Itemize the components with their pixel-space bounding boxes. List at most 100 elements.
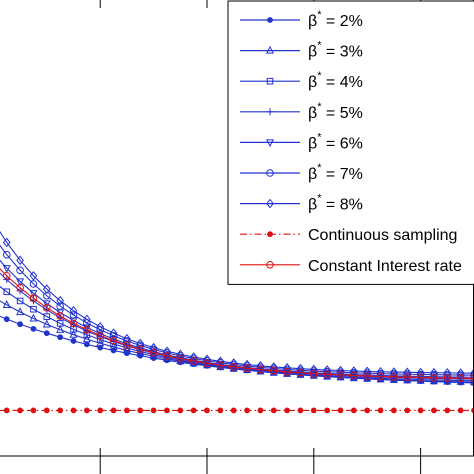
series-8-point-18 [177,407,184,414]
series-5-line [0,259,474,378]
series-6-point-10 [69,311,78,319]
series-9-point-20 [203,359,211,367]
series-9-point-18 [176,354,185,363]
series-6-point-26 [283,365,291,374]
series-9-point-37 [430,373,438,382]
legend: β* = 2% β* = 3% β* = 4% β* = 5% β* = 6% β* = … [227,0,474,285]
series-8-point-30 [337,407,344,414]
legend-entry-3: β* = 4% [240,70,363,91]
legend-marker-6 [266,169,274,177]
series-2-point-5 [2,300,11,308]
series-7-point-38 [443,368,452,378]
series-5-point-7 [29,290,38,299]
series-1-point-6 [17,321,24,328]
series-2-point-6 [16,307,25,316]
series-8-point-27 [297,407,304,414]
series-3-point-7 [30,305,37,313]
series-9-point-38 [443,374,452,382]
series-8-point-17 [164,407,170,414]
series-9-point-32 [363,372,372,380]
series-9-point-5 [2,271,11,280]
legend-entry-6: β* = 7% [240,162,363,183]
series-8-point-16 [150,407,157,414]
series-1-point-10 [70,338,77,344]
series-9-point-6 [16,283,24,292]
series-9-point-14 [123,341,131,349]
series-8-point-13 [110,407,117,414]
legend-entry-2: β* = 3% [240,40,363,61]
series-7-line [0,230,474,374]
series-2-point-11 [82,334,91,343]
legend-label-4: β* = 5% [308,101,363,122]
series-6-point-25 [269,364,278,373]
series-9-point-21 [216,361,225,369]
series-1-point-13 [110,347,117,354]
series-8-point-10 [70,407,77,414]
series-5-point-6 [16,278,25,287]
series-7-point-40 [470,368,474,378]
series-8-point-31 [350,407,357,414]
series-8-point-29 [324,407,331,414]
series-6-point-29 [323,367,331,376]
series-8-point-9 [57,407,64,414]
series-9-point-31 [350,371,358,380]
series-8-point-12 [97,407,104,414]
series-8-point-8 [43,407,50,414]
series-8-point-20 [204,407,210,414]
legend-marker-9 [266,261,274,269]
series-8-point-14 [124,407,130,414]
series-9-point-28 [310,369,318,378]
series-8-point-15 [137,407,144,414]
series-9-line [0,268,474,379]
series-6-point-27 [296,366,305,375]
legend-marker-4 [266,108,274,116]
series-6-point-31 [350,368,358,377]
series-8-point-7 [30,407,37,414]
series-8-point-38 [444,407,451,414]
series-3-point-8 [43,313,51,320]
series-6-line [0,244,474,376]
series-9-point-30 [336,371,345,379]
series-8 [0,407,474,414]
series-1-point-9 [57,334,64,341]
legend-label-8: Continuous sampling [308,227,457,244]
legend-marker-3 [266,77,274,85]
series-9-point-27 [296,368,305,377]
legend-label-3: β* = 4% [308,70,363,91]
series-8-point-36 [417,407,424,414]
series-8-point-35 [404,407,411,414]
series-7-point-5 [2,237,11,248]
series-4-point-40 [470,375,474,383]
series-7-point-15 [136,338,145,349]
series-7-point-8 [42,284,51,294]
series-7-point-39 [456,368,465,378]
series-5-point-5 [2,265,11,274]
series-6-point-13 [109,331,118,340]
series-2-point-15 [136,348,145,357]
series-9-point-35 [403,373,412,381]
series-7-point-11 [83,314,91,325]
legend-label-2: β* = 3% [308,40,363,61]
series-8-point-26 [284,407,291,414]
legend-entry-4: β* = 5% [240,101,363,122]
series-8-point-33 [377,407,384,414]
legend-marker-7 [266,198,274,209]
series-8-point-25 [270,407,277,414]
series-9-point-26 [283,368,291,376]
series-9-point-36 [416,373,425,382]
series-9-point-39 [456,374,465,383]
series-7-point-34 [390,367,398,377]
series-9 [0,268,474,383]
series-6-point-18 [176,352,185,360]
series-2-point-9 [56,324,65,333]
series-9-point-22 [229,362,238,371]
series-9-point-40 [470,374,474,383]
series-9-point-33 [376,372,385,381]
legend-label-1: β* = 2% [308,9,363,30]
series-7-point-36 [416,367,425,378]
series-6-point-28 [310,367,318,375]
legend-label-5: β* = 6% [308,131,363,152]
series-8-point-23 [244,407,250,414]
series-9-point-13 [109,336,118,345]
